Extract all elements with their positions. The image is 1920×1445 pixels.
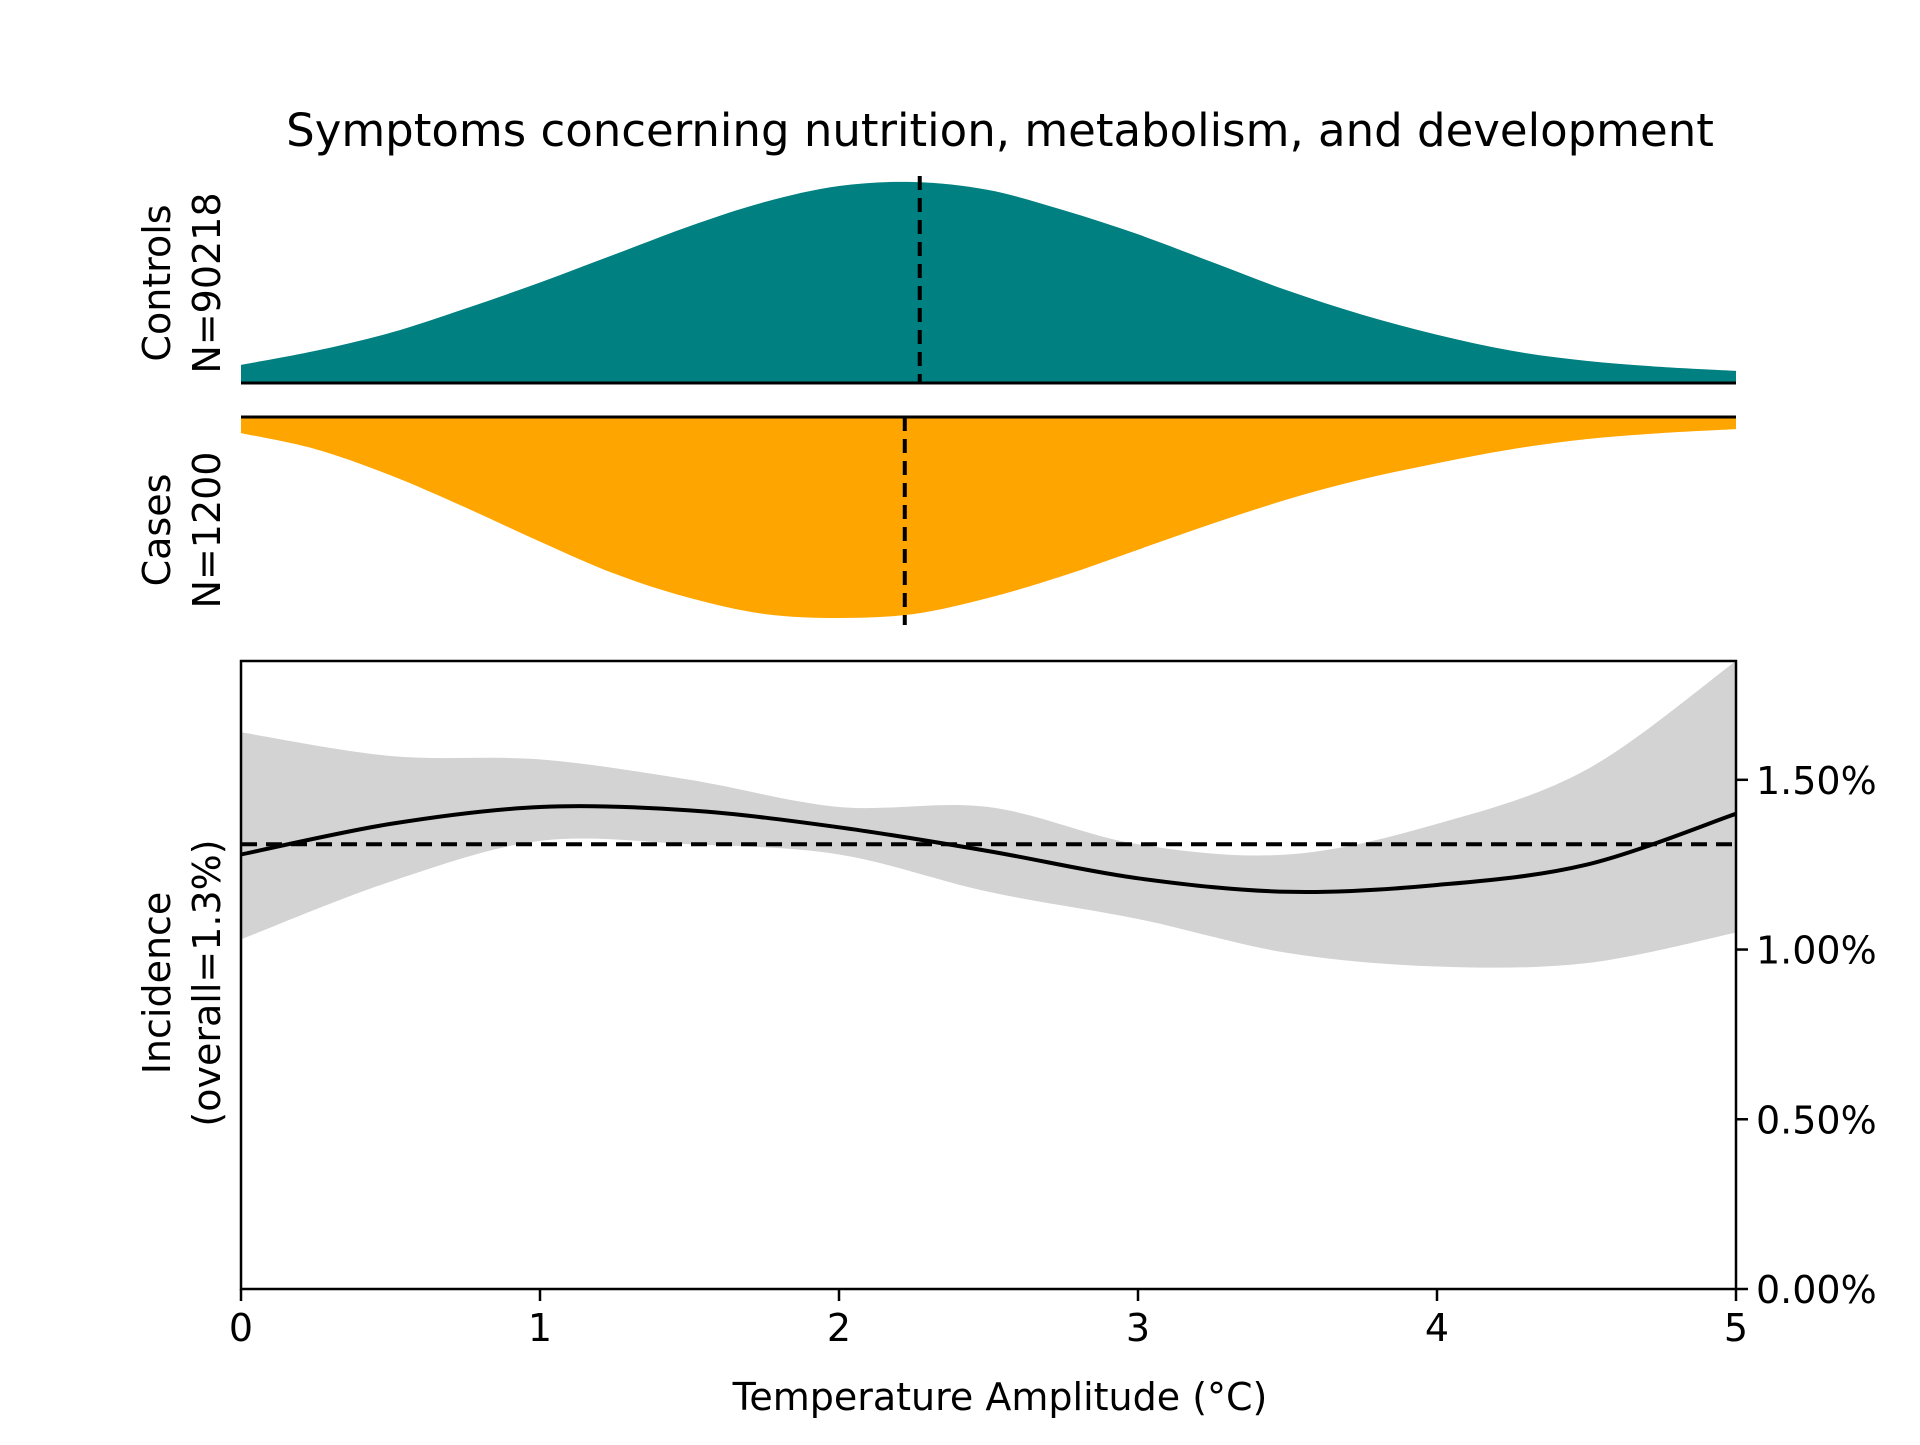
y-tick-label: 1.50% (1756, 759, 1877, 803)
x-tick-label: 2 (827, 1306, 851, 1350)
incidence-frame (239, 659, 1738, 1291)
y-tick-label: 0.00% (1756, 1268, 1877, 1312)
cases-label-line1: Cases (135, 474, 179, 587)
cases-density-area (241, 417, 1736, 618)
y-axis-label-line1: Incidence (135, 892, 179, 1075)
y-tick-label: 1.00% (1756, 929, 1877, 973)
controls-panel (241, 176, 1736, 385)
chart-title: Symptoms concerning nutrition, metabolis… (286, 104, 1714, 157)
x-tick-label: 5 (1724, 1306, 1748, 1350)
cases-panel (241, 415, 1736, 625)
x-tick-label: 3 (1126, 1306, 1150, 1350)
x-tick-label: 0 (229, 1306, 253, 1350)
y-tick-label: 0.50% (1756, 1098, 1877, 1142)
controls-label-line2: N=90218 (185, 192, 229, 373)
cases-label-line2: N=1200 (185, 452, 229, 609)
x-tick-label: 4 (1425, 1306, 1449, 1350)
y-axis-label-line2: (overall=1.3%) (185, 839, 229, 1126)
controls-density-area (241, 181, 1736, 383)
incidence-panel: 0 1 2 3 4 50.00% 0.50% 1.00% 1.50% (229, 659, 1877, 1350)
incidence-curve (241, 804, 1736, 895)
controls-label-line1: Controls (135, 204, 179, 361)
x-axis-label: Temperature Amplitude (°C) (732, 1375, 1268, 1419)
incidence-plot-area (241, 661, 1736, 968)
x-tick-label: 1 (528, 1306, 552, 1350)
